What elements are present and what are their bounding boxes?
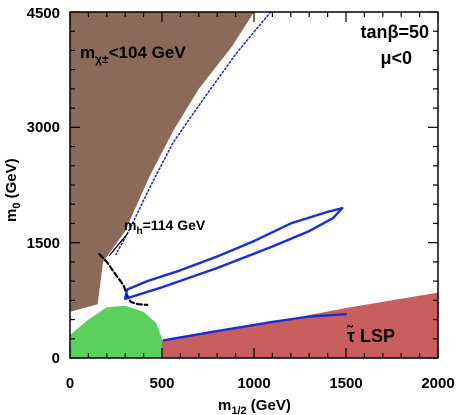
stau-lsp-label: τ̃ LSP: [346, 324, 395, 346]
x-axis-title-sub: 1/2: [231, 405, 246, 415]
x-tick-label: 0: [66, 375, 74, 392]
y-axis-title-sub: 0: [11, 203, 23, 209]
contours-layer: [98, 11, 348, 342]
y-axis-title-main: m: [3, 209, 20, 222]
bsgamma-region: [70, 305, 162, 358]
y-tick-label: 4500: [27, 5, 60, 22]
x-axis-title: m1/2 (GeV): [218, 397, 291, 415]
mh-label-main: m: [124, 217, 136, 233]
param-mu: μ<0: [380, 48, 412, 68]
mh-114-contour: [98, 253, 149, 306]
chargino-label-sub: χ±: [95, 52, 109, 66]
x-axis-title-unit: (GeV): [247, 397, 291, 414]
chargino-region: [70, 12, 254, 312]
x-tick-label: 500: [149, 375, 174, 392]
regions-layer: [70, 12, 438, 358]
mh-label-rest: =114 GeV: [143, 217, 206, 233]
chargino-label-rest: <104 GeV: [109, 43, 187, 62]
x-tick-label: 1000: [237, 375, 270, 392]
stau-lsp-region: [162, 292, 438, 358]
wmap-coannihilation-contour: [162, 313, 348, 342]
chargino-label-main: m: [80, 43, 95, 62]
mh-contour-label: mh=114 GeV: [124, 217, 206, 237]
x-axis-title-main: m: [218, 397, 231, 414]
mh-label-pointer: [108, 232, 129, 257]
wmap-focus-point-contour: [115, 11, 272, 255]
chargino-region-label: mχ±<104 GeV: [80, 43, 186, 66]
param-tanbeta: tanβ=50: [360, 22, 429, 42]
x-tick-label: 1500: [329, 375, 362, 392]
y-tick-label: 0: [52, 350, 60, 367]
stau-label-main: τ̃: [346, 324, 355, 346]
y-tick-label: 3000: [27, 119, 60, 136]
wmap-funnel-contour: [123, 206, 344, 300]
mh-label-sub: h: [136, 226, 142, 237]
y-axis-title: m0 (GeV): [3, 158, 23, 222]
ticks-layer: [69, 11, 439, 359]
y-axis-title-unit: (GeV): [3, 158, 20, 202]
stau-label-rest: LSP: [355, 326, 395, 346]
y-tick-label: 1500: [27, 235, 60, 252]
x-tick-label: 2000: [421, 375, 454, 392]
